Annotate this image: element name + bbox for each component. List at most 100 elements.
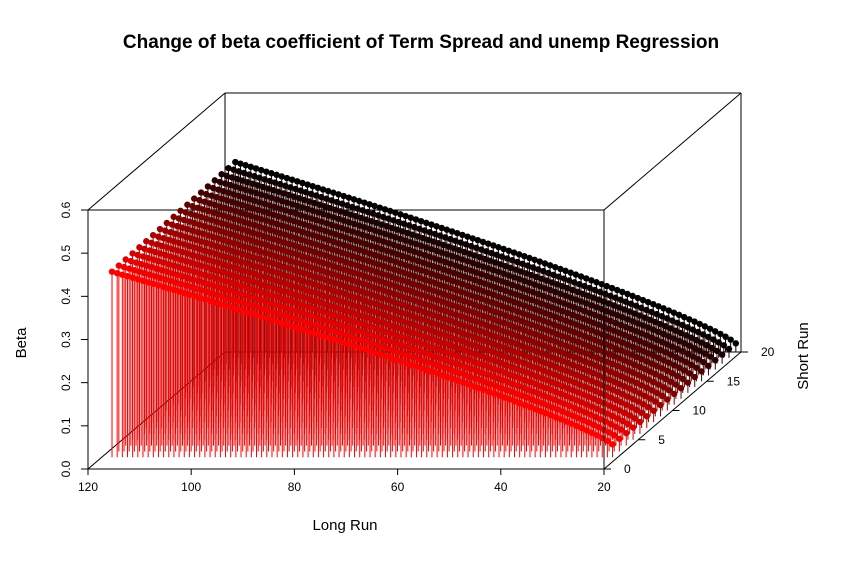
data-point — [361, 248, 368, 255]
data-point — [518, 392, 525, 399]
data-point — [314, 258, 322, 265]
data-point — [583, 325, 590, 332]
data-point — [624, 393, 632, 400]
data-point — [412, 240, 420, 248]
data-point — [201, 296, 209, 303]
data-point — [432, 328, 439, 336]
data-point — [241, 267, 248, 275]
data-point — [180, 241, 188, 248]
data-point — [640, 401, 647, 408]
data-point — [225, 287, 233, 294]
data-point — [373, 342, 381, 349]
data-point — [466, 250, 473, 257]
data-point — [264, 209, 272, 217]
data-point — [488, 323, 496, 331]
data-point — [323, 195, 330, 202]
data-point — [675, 337, 683, 345]
data-point — [560, 350, 568, 357]
data-point — [216, 178, 224, 186]
data-point — [519, 359, 527, 367]
data-point — [352, 237, 360, 244]
data-point — [537, 382, 544, 390]
data-point — [605, 300, 612, 307]
data-point — [352, 310, 360, 318]
data-point — [557, 290, 564, 298]
data-point — [689, 326, 697, 333]
data-point — [205, 280, 212, 288]
data-point — [268, 268, 275, 275]
data-point — [555, 348, 563, 355]
data-point — [163, 219, 171, 227]
data-point — [338, 225, 346, 232]
data-point — [347, 333, 355, 341]
data-point — [235, 217, 243, 224]
data-point — [186, 242, 193, 250]
data-point — [309, 182, 316, 190]
data-point — [466, 348, 473, 356]
data-point — [223, 270, 231, 277]
data-point — [509, 355, 516, 363]
data-point — [287, 208, 294, 216]
data-point — [519, 260, 526, 268]
data-point — [345, 194, 353, 201]
data-point — [345, 219, 353, 226]
data-point — [488, 373, 496, 380]
data-point — [462, 339, 470, 346]
data-point — [484, 240, 492, 247]
data-point — [380, 311, 387, 319]
data-point — [246, 195, 253, 203]
data-point — [375, 310, 382, 317]
data-point — [330, 287, 337, 294]
data-point — [538, 325, 545, 332]
data-point — [278, 197, 286, 205]
data-point — [591, 286, 599, 294]
data-point — [511, 373, 518, 380]
data-point — [302, 262, 310, 269]
data-point — [660, 357, 667, 364]
data-point — [249, 229, 256, 237]
data-point — [392, 331, 399, 339]
data-point — [493, 251, 500, 259]
data-point — [340, 217, 347, 224]
data-point — [590, 319, 597, 326]
data-point — [167, 228, 174, 236]
data-point — [387, 281, 394, 288]
data-point — [215, 235, 222, 242]
data-point — [237, 185, 244, 192]
data-point — [557, 365, 564, 372]
data-point — [428, 368, 436, 375]
data-point — [335, 264, 342, 272]
data-point — [478, 295, 485, 303]
data-point — [225, 214, 232, 221]
data-point — [265, 258, 272, 266]
data-point — [341, 339, 348, 346]
data-point — [571, 404, 578, 412]
x-axis-label: Long Run — [312, 517, 377, 534]
data-point — [108, 268, 116, 275]
data-point — [498, 253, 506, 260]
data-point — [407, 288, 415, 295]
data-point — [354, 327, 362, 335]
data-point — [573, 371, 580, 378]
data-point — [435, 289, 442, 296]
data-point — [523, 369, 530, 376]
data-point — [638, 304, 645, 312]
data-point — [526, 329, 533, 336]
data-point — [531, 256, 538, 263]
data-point — [464, 282, 471, 290]
data-point — [655, 328, 662, 336]
data-point — [571, 354, 578, 361]
data-point — [218, 220, 225, 227]
data-point — [519, 384, 527, 391]
data-point — [246, 293, 253, 300]
data-point — [408, 361, 415, 368]
data-point — [237, 209, 244, 216]
data-point — [247, 163, 254, 171]
data-point — [435, 362, 442, 370]
data-point — [646, 368, 654, 375]
data-point — [641, 392, 649, 400]
data-point — [397, 309, 404, 316]
data-point — [574, 363, 582, 371]
data-point — [374, 212, 382, 219]
